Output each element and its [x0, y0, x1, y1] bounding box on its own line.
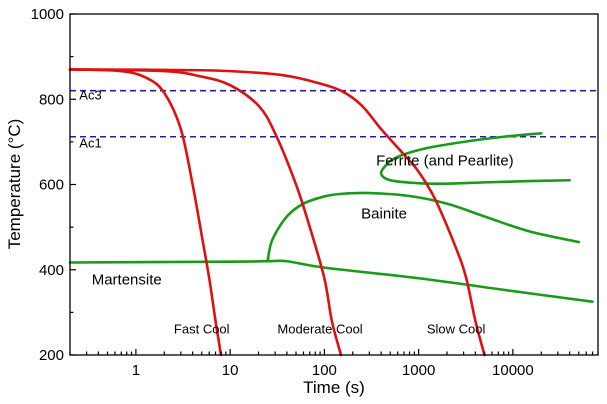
annotation-martensite: Martensite — [92, 272, 162, 289]
annotation-moderate-cool: Moderate Cool — [277, 322, 362, 337]
cooling-curve-moderate-cool — [68, 68, 343, 357]
y-axis-title: Temperature (°C) — [5, 119, 24, 250]
y-tick-label: 800 — [39, 91, 64, 108]
annotations: Ferrite (and Pearlite) Bainite Martensite F… — [79, 87, 513, 336]
transformation-curves — [68, 132, 594, 304]
x-tick-label: 1000 — [402, 362, 435, 379]
annotation-ac3: Ac3 — [79, 87, 101, 102]
cooling-curve-slow-cool — [68, 68, 486, 357]
annotation-fast-cool: Fast Cool — [174, 322, 230, 337]
curve-ferrite-pearlite-nose — [379, 132, 571, 186]
annotation-ferrite-and-pearlite: Ferrite (and Pearlite) — [376, 152, 514, 169]
plot-area — [70, 14, 598, 355]
cooling-curve-fast-cool — [68, 68, 223, 357]
y-tick-label: 600 — [39, 177, 64, 194]
cooling-curves — [68, 68, 486, 357]
x-tick-label: 10000 — [492, 362, 534, 379]
y-tick-label: 200 — [39, 347, 64, 364]
y-tick-label: 1000 — [31, 6, 64, 23]
x-axis-ticks: 1 10 100 1000 10000 — [69, 349, 599, 379]
x-tick-label: 1 — [132, 362, 140, 379]
y-axis-ticks: 200 400 600 800 1000 — [31, 6, 76, 364]
x-tick-label: 10 — [222, 362, 239, 379]
annotation-ac1: Ac1 — [79, 135, 101, 150]
curve-martensite-start — [68, 259, 594, 304]
annotation-slow-cool: Slow Cool — [427, 322, 486, 337]
x-tick-label: 100 — [312, 362, 337, 379]
y-tick-label: 400 — [39, 262, 64, 279]
annotation-bainite: Bainite — [361, 206, 407, 223]
curve-bainite-upper — [266, 191, 581, 263]
x-axis-title: Time (s) — [303, 378, 365, 397]
